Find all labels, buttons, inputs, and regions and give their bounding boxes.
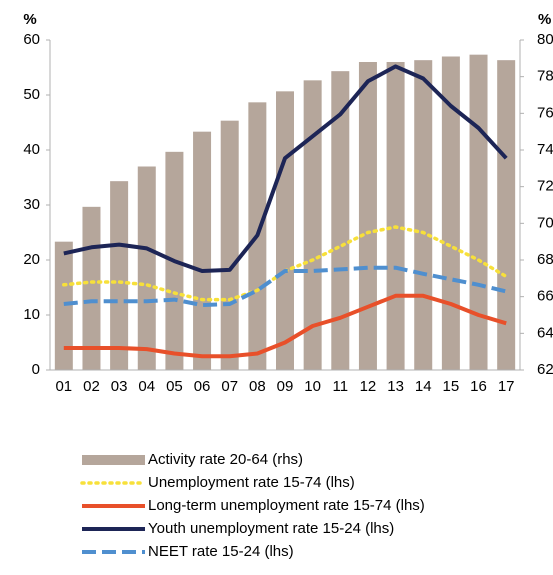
y-tick-label: 0 bbox=[32, 361, 40, 378]
legend-label: Long-term unemployment rate 15-74 (lhs) bbox=[148, 497, 425, 514]
bar bbox=[469, 54, 488, 371]
x-tick-label: 17 bbox=[498, 378, 515, 395]
line bbox=[63, 265, 507, 308]
x-tick-label: 07 bbox=[221, 378, 238, 395]
y2-tick-label: 62 bbox=[537, 361, 553, 378]
line bbox=[63, 64, 508, 273]
bar bbox=[331, 71, 350, 371]
y2-tick-label: 76 bbox=[537, 104, 553, 121]
y2-tick-label: 66 bbox=[537, 288, 553, 305]
x-tick-label: 01 bbox=[55, 378, 72, 395]
y2-tick-label: 68 bbox=[537, 251, 553, 268]
bar bbox=[137, 166, 156, 370]
x-tick-label: 12 bbox=[360, 378, 377, 395]
y2-tick-label: 80 bbox=[537, 31, 553, 48]
y2-axis-label: % bbox=[538, 11, 551, 28]
y-tick-label: 30 bbox=[23, 196, 40, 213]
x-tick-label: 08 bbox=[249, 378, 266, 395]
y-axis-label: % bbox=[23, 11, 36, 28]
line bbox=[63, 293, 507, 359]
bar bbox=[82, 206, 101, 370]
y-tick-label: 10 bbox=[23, 306, 40, 323]
bar bbox=[110, 181, 129, 370]
x-tick-label: 04 bbox=[138, 378, 155, 395]
x-tick-label: 11 bbox=[333, 378, 349, 395]
x-tick-label: 09 bbox=[277, 378, 294, 395]
bar bbox=[276, 91, 294, 370]
x-tick-label: 15 bbox=[443, 378, 460, 395]
y-tick-label: 60 bbox=[23, 31, 40, 48]
x-tick-label: 03 bbox=[111, 378, 128, 395]
y2-tick-label: 78 bbox=[537, 68, 553, 85]
legend-label: Unemployment rate 15-74 (lhs) bbox=[148, 474, 355, 491]
bar bbox=[358, 62, 377, 370]
bar bbox=[386, 62, 405, 370]
x-tick-label: 05 bbox=[166, 378, 183, 395]
x-tick-label: 02 bbox=[83, 378, 100, 395]
x-tick-label: 06 bbox=[194, 378, 211, 395]
x-tick-label: 16 bbox=[470, 378, 487, 395]
bar bbox=[193, 131, 212, 370]
bar bbox=[497, 60, 516, 371]
legend-swatch bbox=[82, 455, 145, 465]
bar bbox=[414, 60, 433, 371]
legend-label: Youth unemployment rate 15-24 (lhs) bbox=[148, 520, 394, 537]
x-tick-label: 10 bbox=[304, 378, 321, 395]
legend-label: NEET rate 15-24 (lhs) bbox=[148, 543, 294, 560]
y2-tick-label: 64 bbox=[537, 324, 553, 341]
y2-tick-label: 72 bbox=[537, 178, 553, 195]
y2-tick-label: 70 bbox=[537, 214, 553, 231]
y-tick-label: 20 bbox=[23, 251, 40, 268]
bar bbox=[220, 120, 239, 371]
y2-tick-label: 74 bbox=[537, 141, 553, 158]
x-tick-label: 13 bbox=[387, 378, 404, 395]
y-tick-label: 50 bbox=[23, 86, 40, 103]
y-tick-label: 40 bbox=[23, 141, 40, 158]
legend-label: Activity rate 20-64 (rhs) bbox=[148, 451, 303, 468]
bar bbox=[441, 56, 460, 370]
bar bbox=[303, 80, 322, 370]
bar bbox=[54, 241, 73, 370]
x-tick-label: 14 bbox=[415, 378, 432, 395]
